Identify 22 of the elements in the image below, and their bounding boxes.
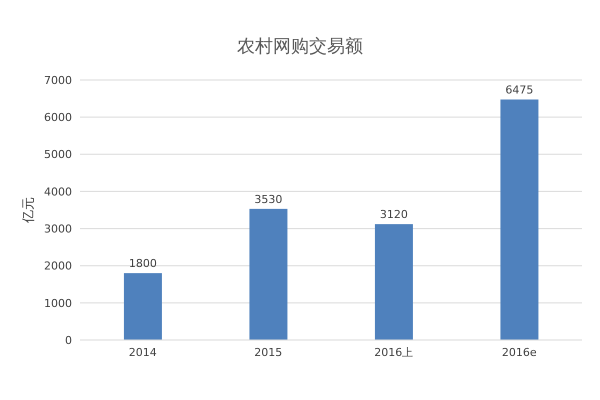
x-tick-label: 2015 [254, 346, 282, 359]
y-tick-label: 3000 [44, 222, 72, 236]
y-tick-label: 0 [65, 334, 72, 347]
data-label: 6475 [505, 84, 534, 96]
bar [124, 273, 162, 340]
x-tick-label: 2016e [502, 346, 537, 359]
x-tick-label: 2016上 [374, 346, 414, 359]
data-label: 3530 [254, 192, 282, 206]
bar [374, 224, 413, 340]
y-tick-label: 2000 [44, 260, 72, 273]
bar [249, 208, 288, 340]
y-axis-title: 亿元 [22, 197, 37, 224]
bar [500, 100, 538, 340]
x-tick-label: 2014 [128, 346, 157, 359]
data-label: 1800 [128, 257, 157, 270]
y-tick-label: 7000 [44, 74, 72, 87]
y-tick-label: 5000 [44, 148, 72, 162]
chart-title: 农村网购交易额 [236, 35, 364, 58]
y-tick-label: 6000 [44, 111, 72, 124]
data-label: 3120 [380, 208, 408, 222]
y-tick-label: 1000 [44, 296, 72, 310]
y-tick-label: 4000 [44, 185, 72, 198]
